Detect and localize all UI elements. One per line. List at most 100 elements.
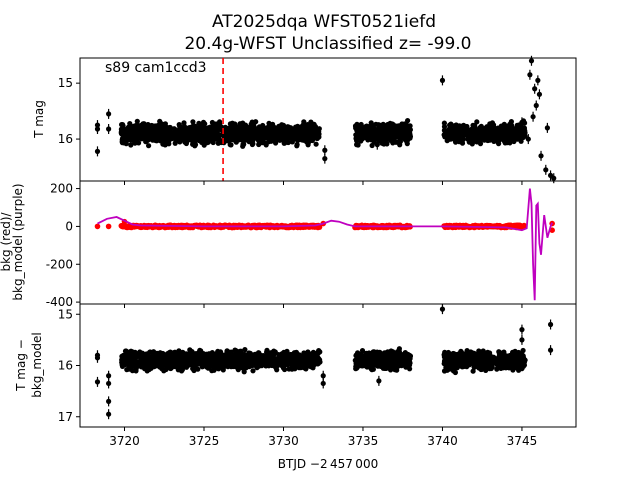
bkg-model-line: [97, 188, 554, 301]
data-point: [120, 129, 126, 135]
data-point: [376, 356, 382, 362]
data-point: [184, 354, 190, 360]
data-point: [271, 124, 277, 131]
data-point: [510, 367, 516, 373]
data-point: [150, 123, 156, 129]
data-point: [472, 123, 478, 129]
data-point: [303, 130, 309, 136]
data-point: [511, 138, 517, 145]
data-point: [382, 358, 389, 364]
data-point: [494, 359, 500, 366]
data-point: [390, 128, 396, 134]
data-point: [144, 354, 150, 360]
data-point: [285, 135, 291, 141]
data-point: [106, 111, 112, 117]
data-point: [260, 122, 266, 129]
data-point: [228, 349, 234, 355]
data-point: [356, 123, 362, 129]
data-point: [355, 142, 361, 148]
data-point: [143, 136, 149, 142]
data-point: [496, 354, 502, 360]
data-point: [251, 352, 257, 358]
data-point: [446, 366, 453, 372]
x-tick-label: 3725: [189, 434, 220, 448]
data-point: [154, 136, 160, 142]
data-point: [472, 364, 478, 370]
data-point: [367, 358, 373, 364]
data-point: [250, 368, 256, 374]
data-point: [313, 141, 319, 147]
data-point: [489, 121, 495, 127]
data-point: [242, 127, 248, 134]
data-point: [205, 133, 211, 139]
data-point: [535, 77, 541, 83]
data-point: [481, 356, 487, 362]
data-point: [150, 362, 156, 368]
data-point: [237, 121, 243, 127]
data-point: [192, 142, 199, 148]
data-point: [392, 360, 398, 366]
data-point: [226, 138, 232, 144]
data-point: [155, 359, 161, 365]
data-point: [496, 126, 502, 132]
panel-top-ylabel: T mag: [32, 100, 46, 139]
data-point: [167, 131, 173, 137]
data-point: [519, 327, 525, 333]
data-point: [297, 129, 303, 135]
data-point: [240, 143, 246, 149]
data-point: [173, 135, 179, 141]
data-point: [382, 125, 388, 131]
data-point: [237, 350, 243, 356]
data-point: [370, 366, 376, 372]
data-point: [504, 131, 510, 137]
bkg-point: [94, 223, 101, 230]
data-point: [439, 306, 446, 312]
data-point: [145, 361, 151, 367]
data-point: [224, 356, 230, 363]
data-point: [399, 356, 405, 362]
data-point: [137, 123, 143, 129]
data-point: [256, 141, 262, 148]
data-point: [128, 142, 134, 148]
y-tick-label: 15: [58, 307, 73, 321]
data-point: [146, 366, 152, 373]
data-point: [177, 354, 183, 361]
data-point: [312, 125, 318, 131]
data-point: [280, 130, 286, 136]
data-point: [189, 130, 195, 137]
data-point: [518, 138, 524, 144]
data-point: [469, 358, 475, 364]
panel-middle-ylabel-line2: bkg_model (purple): [11, 183, 25, 300]
sector-annotation: s89 cam1ccd3: [105, 60, 207, 76]
data-point: [322, 147, 328, 153]
data-point: [442, 133, 448, 139]
data-point: [120, 122, 126, 128]
data-point: [190, 363, 196, 370]
data-point: [389, 121, 395, 127]
data-point: [527, 72, 533, 78]
data-point: [106, 126, 112, 132]
data-point: [439, 77, 446, 83]
data-point: [376, 378, 382, 384]
data-point: [465, 358, 471, 364]
data-point: [94, 126, 101, 132]
data-point: [284, 348, 290, 354]
data-point: [452, 353, 458, 359]
data-point: [285, 139, 291, 146]
data-point: [543, 167, 549, 173]
data-point: [453, 134, 459, 140]
data-point: [129, 363, 135, 369]
x-tick-label: 3720: [109, 434, 140, 448]
x-tick-label: 3735: [348, 434, 379, 448]
x-axis-label: BTJD −2 457 000: [278, 457, 378, 471]
data-point: [494, 366, 500, 372]
data-point: [506, 365, 512, 371]
data-point: [193, 356, 199, 362]
data-point: [316, 357, 322, 363]
data-point: [370, 349, 376, 355]
data-point: [507, 121, 513, 127]
